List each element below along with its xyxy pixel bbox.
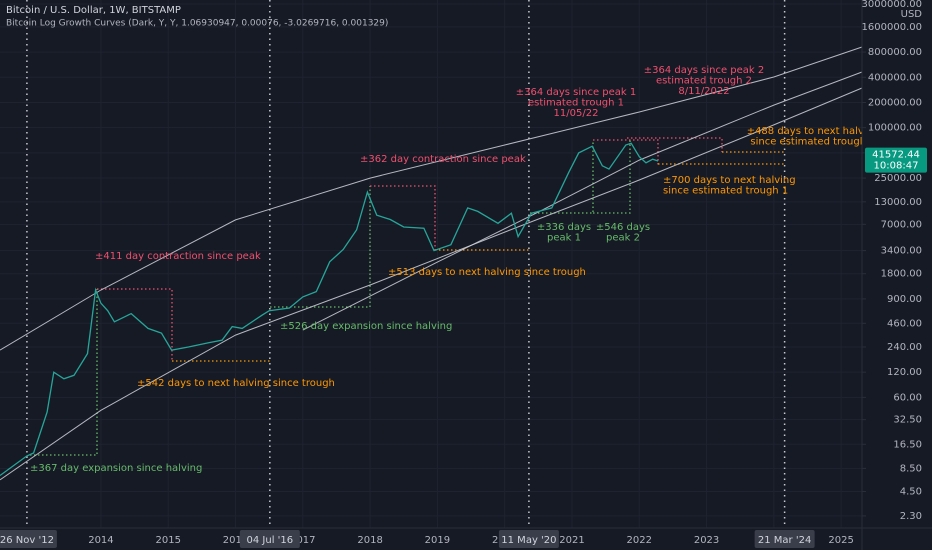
- annotation: ±700 days to next halving: [663, 175, 796, 186]
- price-line: [0, 142, 659, 477]
- y-tick-label: 1800.00: [881, 269, 922, 280]
- date-label: 21 Mar '24: [758, 535, 811, 546]
- y-tick-label: 460.00: [887, 318, 922, 329]
- date-label-box: [0, 530, 57, 548]
- date-label-box: [498, 530, 559, 548]
- indicator-label: Bitcoin Log Growth Curves (Dark, Y, Y, 1…: [6, 19, 388, 29]
- annotation: ±513 days to next halving since trough: [388, 267, 586, 278]
- growth-curve: [0, 46, 863, 351]
- annotation: ±336 days: [537, 222, 591, 233]
- x-tick-label: 2019: [425, 535, 450, 546]
- x-tick-label: 2017: [290, 535, 315, 546]
- red-box: [370, 185, 436, 250]
- annotation: ±364 days since peak 1: [516, 87, 637, 98]
- y-tick-label: 200000.00: [868, 97, 922, 108]
- x-tick-label: 2025: [828, 535, 853, 546]
- annotation: ±362 day contraction since peak: [360, 154, 526, 165]
- green-box: [270, 186, 371, 308]
- y-tick-label: 3000000.00: [862, 0, 922, 10]
- countdown-label: 10:08:47: [874, 161, 919, 172]
- y-tick-label: 32.50: [893, 415, 922, 426]
- x-tick-label: 2014: [88, 535, 113, 546]
- annotation: 11/05/22: [554, 108, 599, 119]
- price-label: 41572.44: [872, 150, 920, 161]
- annotation: since estimated trough 1: [663, 186, 788, 197]
- y-tick-label: 120.00: [887, 367, 922, 378]
- date-label: 11 May '20: [501, 535, 556, 546]
- y-tick-label: 60.00: [893, 392, 922, 403]
- annotation: peak 2: [606, 233, 640, 244]
- y-tick-label: 16.50: [893, 439, 922, 450]
- annotation: ±546 days: [596, 222, 650, 233]
- annotation: ±526 day expansion since halving: [280, 321, 452, 332]
- x-tick-label: 2015: [156, 535, 181, 546]
- grid: [0, 0, 862, 528]
- plot: ±367 day expansion since halving ±542 day…: [0, 0, 879, 528]
- x-tick-label: 2023: [694, 535, 719, 546]
- price-label-box: [865, 147, 927, 173]
- chart-title: Bitcoin / U.S. Dollar, 1W, BITSTAMP: [6, 5, 181, 16]
- y-tick-label: 900.00: [887, 294, 922, 305]
- y-tick-label: 3400.00: [881, 246, 922, 257]
- green-box: [530, 140, 594, 214]
- y-tick-label: 2.30: [900, 511, 922, 522]
- annotation: ±367 day expansion since halving: [30, 463, 202, 474]
- annotation: ±542 days to next halving since trough: [137, 378, 335, 389]
- annotation: ±364 days since peak 2: [644, 65, 765, 76]
- annotation: ±411 day contraction since peak: [95, 251, 261, 262]
- red-box: [593, 139, 659, 165]
- annotation: since estimated trough 2: [750, 137, 875, 148]
- red-box: [627, 137, 723, 152]
- y-axis-panel: [862, 0, 932, 528]
- date-label-box: [239, 530, 300, 548]
- red-box: [97, 288, 173, 360]
- y-tick-label: 13000.00: [874, 197, 922, 208]
- annotation: 8/11/2022: [678, 86, 729, 97]
- y-tick-label: 4.50: [900, 487, 922, 498]
- annotation: estimated trough 1: [528, 98, 624, 109]
- y-tick-label: 100000.00: [868, 123, 922, 134]
- y-tick-label: 400000.00: [868, 72, 922, 83]
- growth-curve: [302, 71, 863, 331]
- annotation: peak 1: [547, 233, 581, 244]
- y-tick-label: 1600000.00: [862, 22, 922, 33]
- annotation: estimated trough 2: [656, 76, 752, 87]
- date-label: 04 Jul '16: [247, 535, 294, 546]
- date-label-box: [754, 530, 815, 548]
- x-tick-label: 2016: [223, 535, 248, 546]
- y-tick-label: 25000.00: [874, 173, 922, 184]
- y-tick-label: 7000.00: [881, 219, 922, 230]
- y-tick-label: 800000.00: [868, 47, 922, 58]
- annotation: ±488 days to next halving: [747, 126, 880, 137]
- x-tick-label: 2018: [357, 535, 382, 546]
- date-label: 26 Nov '12: [0, 535, 54, 546]
- y-tick-label: 240.00: [887, 342, 922, 353]
- growth-curve: [0, 87, 863, 481]
- x-tick-label: 2021: [559, 535, 584, 546]
- y-tick-label: 8.50: [900, 463, 922, 474]
- y-axis-unit: USD: [901, 9, 923, 20]
- x-tick-label: 2022: [627, 535, 652, 546]
- green-box: [593, 140, 631, 214]
